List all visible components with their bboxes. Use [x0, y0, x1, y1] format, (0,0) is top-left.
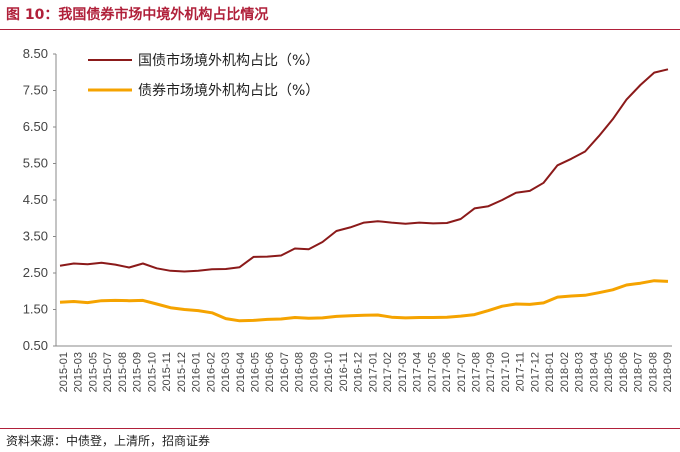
x-tick-label: 2017-04: [412, 352, 424, 392]
x-tick-labels: 2015-01 2015-03 2015-05 2015-07 2015-08 2015-…: [58, 352, 674, 392]
x-tick-label: 2017-08: [470, 352, 482, 392]
legend-label-2: 债券市场境外机构占比（%）: [138, 82, 319, 99]
title-rule: [0, 29, 680, 30]
x-tick-label: 2018-09: [662, 352, 674, 392]
x-tick-label: 2017-12: [529, 352, 541, 392]
x-tick-label: 2017-11: [515, 352, 527, 392]
x-tick-label: 2016-02: [205, 352, 217, 392]
x-tick-label: 2017-01: [367, 352, 379, 392]
y-tick-label: 4.50: [23, 192, 48, 207]
x-tick-label: 2016-11: [338, 352, 350, 392]
source-rule: [0, 428, 680, 429]
series-line-1: [59, 68, 669, 273]
y-tick-labels: 0.50 1.50 2.50 3.50 4.50 5.50 6.50 7.50 8.50: [23, 46, 56, 353]
x-tick-label: 2016-08: [294, 352, 306, 392]
x-tick-label: 2016-01: [191, 352, 203, 392]
y-tick-label: 5.50: [23, 156, 48, 171]
x-tick-label: 2016-06: [264, 352, 276, 392]
x-tick-label: 2018-06: [618, 352, 630, 392]
x-tick-label: 2018-01: [544, 352, 556, 392]
series-lines: [59, 68, 669, 323]
x-tick-label: 2017-10: [500, 352, 512, 392]
x-tick-label: 2016-07: [279, 352, 291, 392]
x-tick-label: 2015-12: [176, 352, 188, 392]
x-tick-label: 2015-07: [102, 352, 114, 392]
x-tick-label: 2015-11: [161, 352, 173, 392]
x-tick-label: 2016-09: [308, 352, 320, 392]
y-tick-label: 8.50: [23, 46, 48, 61]
y-tick-label: 0.50: [23, 338, 48, 353]
legend-label-1: 国债市场境外机构占比（%）: [138, 52, 319, 69]
x-tick-label: 2016-03: [220, 352, 232, 392]
x-tick-label: 2018-07: [633, 352, 645, 392]
line-chart: 0.50 1.50 2.50 3.50 4.50 5.50 6.50 7.50 8.50 201…: [23, 46, 674, 392]
chart-legend: 国债市场境外机构占比（%） 债券市场境外机构占比（%）: [88, 52, 319, 99]
x-tick-label: 2015-05: [87, 352, 99, 392]
x-tick-label: 2018-04: [588, 352, 600, 392]
x-tick-label: 2017-02: [382, 352, 394, 392]
x-tick-label: 2018-03: [574, 352, 586, 392]
y-tick-label: 6.50: [23, 119, 48, 134]
x-tick-label: 2015-01: [58, 352, 70, 392]
x-tick-label: 2017-05: [426, 352, 438, 392]
x-tick-label: 2016-12: [353, 352, 365, 392]
x-tick-label: 2017-09: [485, 352, 497, 392]
x-tick-label: 2016-04: [235, 352, 247, 392]
x-tick-label: 2016-05: [250, 352, 262, 392]
y-tick-label: 2.50: [23, 265, 48, 280]
x-tick-label: 2017-03: [397, 352, 409, 392]
x-tick-label: 2017-07: [456, 352, 468, 392]
x-tick-label: 2015-10: [146, 352, 158, 392]
x-tick-label: 2017-06: [441, 352, 453, 392]
x-tick-label: 2015-03: [73, 352, 85, 392]
x-tick-label: 2018-08: [647, 352, 659, 392]
y-tick-label: 1.50: [23, 302, 48, 317]
figure-title: 图 10：我国债券市场中境外机构占比情况: [6, 7, 269, 23]
series-line-2: [59, 279, 669, 323]
x-tick-label: 2015-08: [117, 352, 129, 392]
y-tick-label: 3.50: [23, 229, 48, 244]
x-tick-label: 2016-10: [323, 352, 335, 392]
y-tick-label: 7.50: [23, 83, 48, 98]
source-note: 资料来源：中债登，上清所，招商证券: [6, 434, 211, 448]
x-tick-label: 2018-05: [603, 352, 615, 392]
x-tick-label: 2015-09: [132, 352, 144, 392]
x-tick-label: 2018-02: [559, 352, 571, 392]
